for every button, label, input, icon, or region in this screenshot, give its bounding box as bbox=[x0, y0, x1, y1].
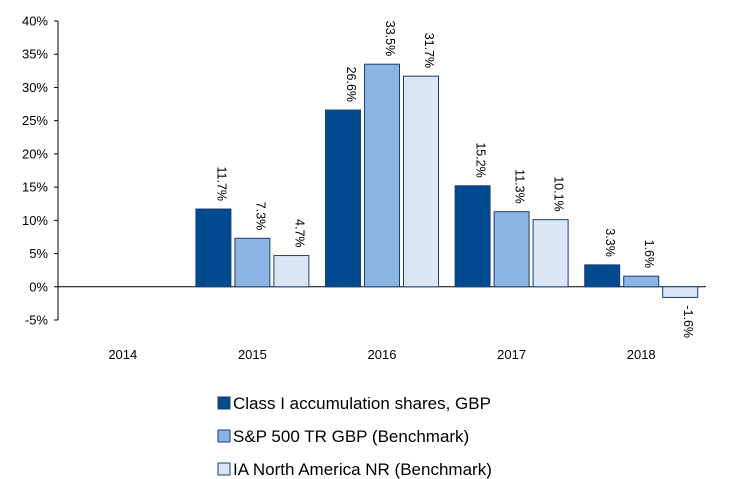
bar bbox=[493, 211, 530, 288]
bar bbox=[623, 275, 660, 288]
x-tick-label: 2016 bbox=[368, 347, 397, 362]
data-label: 26.6% bbox=[344, 67, 358, 102]
bar bbox=[662, 286, 699, 298]
y-tick-label: 20% bbox=[22, 146, 48, 161]
data-label: 3.3% bbox=[603, 228, 617, 257]
data-labels: 11.7% 26.6% 15.2% 3.3% 7.3% 33.5% 11.3% 1.6% 4.7… bbox=[214, 21, 695, 338]
legend: Class I accumulation shares, GBP S&P 500 … bbox=[217, 394, 492, 479]
y-tick-label: -5% bbox=[25, 313, 49, 328]
legend-label: IA North America NR (Benchmark) bbox=[233, 460, 492, 479]
y-tick-label: 30% bbox=[22, 80, 48, 95]
bar bbox=[584, 264, 621, 288]
bar bbox=[234, 237, 271, 288]
data-label: 31.7% bbox=[422, 33, 436, 68]
bar bbox=[195, 208, 232, 288]
y-tick-label: 15% bbox=[22, 180, 48, 195]
legend-swatch bbox=[217, 429, 231, 443]
x-tick-label: 2014 bbox=[108, 347, 137, 362]
data-label: 10.1% bbox=[552, 176, 566, 211]
x-tick-label: 2015 bbox=[238, 347, 267, 362]
y-axis: -5% 0% 5% 10% 15% 20% 25% 30% 35% 40% bbox=[22, 14, 59, 328]
bars bbox=[195, 63, 699, 298]
bar bbox=[364, 63, 400, 288]
y-tick-label: 25% bbox=[22, 113, 48, 128]
data-label: 11.3% bbox=[513, 169, 527, 204]
data-label: -1.6% bbox=[681, 305, 695, 338]
data-label: 15.2% bbox=[474, 142, 488, 177]
bar bbox=[273, 255, 310, 288]
bar bbox=[454, 185, 491, 288]
bar bbox=[403, 75, 439, 288]
y-tick-label: 35% bbox=[22, 47, 48, 62]
legend-swatch bbox=[217, 396, 231, 410]
data-label: 1.6% bbox=[642, 240, 656, 269]
bar bbox=[532, 219, 569, 288]
data-label: 4.7% bbox=[292, 219, 306, 248]
bar bbox=[325, 109, 361, 288]
data-label: 11.7% bbox=[214, 167, 228, 202]
x-axis: 2014 2015 2016 2017 2018 bbox=[58, 286, 706, 362]
y-tick-label: 10% bbox=[22, 213, 48, 228]
y-tick-label: 40% bbox=[22, 14, 48, 29]
y-tick-label: 0% bbox=[29, 279, 48, 294]
y-tick-label: 5% bbox=[29, 246, 48, 261]
data-label: 7.3% bbox=[253, 202, 267, 231]
x-tick-label: 2018 bbox=[627, 347, 656, 362]
legend-label: Class I accumulation shares, GBP bbox=[233, 394, 491, 413]
legend-label: S&P 500 TR GBP (Benchmark) bbox=[233, 427, 469, 446]
data-label: 33.5% bbox=[383, 21, 397, 56]
x-tick-label: 2017 bbox=[497, 347, 526, 362]
legend-swatch bbox=[217, 462, 231, 476]
